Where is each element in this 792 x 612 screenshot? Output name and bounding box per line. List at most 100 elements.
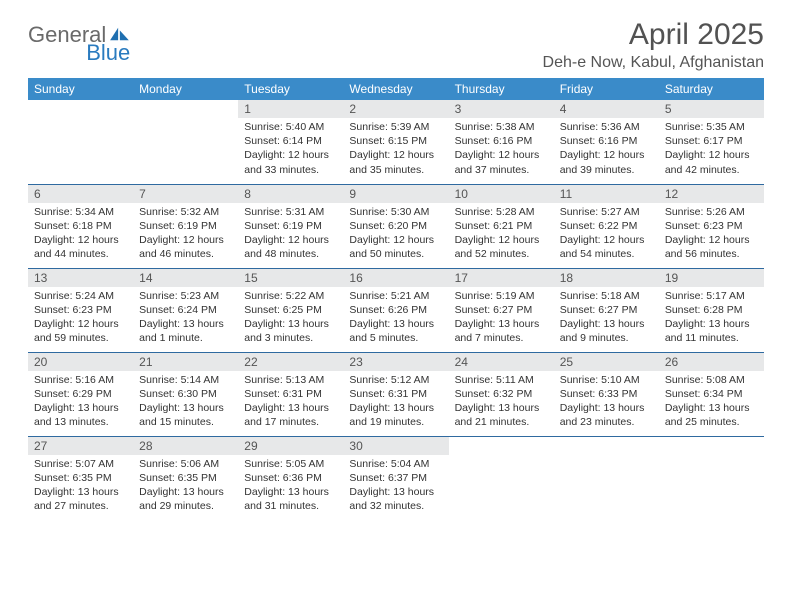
calendar-cell [554,436,659,520]
calendar-cell: 19Sunrise: 5:17 AMSunset: 6:28 PMDayligh… [659,268,764,352]
day-details: Sunrise: 5:32 AMSunset: 6:19 PMDaylight:… [133,203,238,266]
day-details: Sunrise: 5:19 AMSunset: 6:27 PMDaylight:… [449,287,554,350]
calendar-cell: 30Sunrise: 5:04 AMSunset: 6:37 PMDayligh… [343,436,448,520]
day-details: Sunrise: 5:22 AMSunset: 6:25 PMDaylight:… [238,287,343,350]
calendar-cell: 4Sunrise: 5:36 AMSunset: 6:16 PMDaylight… [554,100,659,184]
day-number: 17 [449,269,554,287]
day-details: Sunrise: 5:26 AMSunset: 6:23 PMDaylight:… [659,203,764,266]
day-number: 1 [238,100,343,118]
calendar-cell: 8Sunrise: 5:31 AMSunset: 6:19 PMDaylight… [238,184,343,268]
day-number: 14 [133,269,238,287]
weekday-header: Thursday [449,78,554,100]
day-details: Sunrise: 5:30 AMSunset: 6:20 PMDaylight:… [343,203,448,266]
calendar-cell: 7Sunrise: 5:32 AMSunset: 6:19 PMDaylight… [133,184,238,268]
day-number: 3 [449,100,554,118]
calendar-cell [133,100,238,184]
day-details: Sunrise: 5:13 AMSunset: 6:31 PMDaylight:… [238,371,343,434]
weekday-header: Saturday [659,78,764,100]
calendar-cell: 16Sunrise: 5:21 AMSunset: 6:26 PMDayligh… [343,268,448,352]
calendar-cell: 11Sunrise: 5:27 AMSunset: 6:22 PMDayligh… [554,184,659,268]
day-number: 30 [343,437,448,455]
day-details: Sunrise: 5:39 AMSunset: 6:15 PMDaylight:… [343,118,448,181]
day-details: Sunrise: 5:27 AMSunset: 6:22 PMDaylight:… [554,203,659,266]
calendar-cell: 12Sunrise: 5:26 AMSunset: 6:23 PMDayligh… [659,184,764,268]
calendar-cell [659,436,764,520]
day-number: 21 [133,353,238,371]
day-details: Sunrise: 5:10 AMSunset: 6:33 PMDaylight:… [554,371,659,434]
day-number: 19 [659,269,764,287]
calendar-cell: 9Sunrise: 5:30 AMSunset: 6:20 PMDaylight… [343,184,448,268]
day-number: 26 [659,353,764,371]
day-details: Sunrise: 5:24 AMSunset: 6:23 PMDaylight:… [28,287,133,350]
day-number: 27 [28,437,133,455]
calendar-cell: 1Sunrise: 5:40 AMSunset: 6:14 PMDaylight… [238,100,343,184]
day-number: 18 [554,269,659,287]
day-details: Sunrise: 5:40 AMSunset: 6:14 PMDaylight:… [238,118,343,181]
weekday-header: Wednesday [343,78,448,100]
calendar-cell: 28Sunrise: 5:06 AMSunset: 6:35 PMDayligh… [133,436,238,520]
day-number: 23 [343,353,448,371]
calendar-cell: 24Sunrise: 5:11 AMSunset: 6:32 PMDayligh… [449,352,554,436]
day-details: Sunrise: 5:11 AMSunset: 6:32 PMDaylight:… [449,371,554,434]
day-number: 29 [238,437,343,455]
weekday-header-row: SundayMondayTuesdayWednesdayThursdayFrid… [28,78,764,100]
day-number: 28 [133,437,238,455]
day-details: Sunrise: 5:05 AMSunset: 6:36 PMDaylight:… [238,455,343,518]
calendar-cell: 10Sunrise: 5:28 AMSunset: 6:21 PMDayligh… [449,184,554,268]
day-details: Sunrise: 5:18 AMSunset: 6:27 PMDaylight:… [554,287,659,350]
day-number: 2 [343,100,448,118]
calendar-table: SundayMondayTuesdayWednesdayThursdayFrid… [28,78,764,520]
calendar-cell [28,100,133,184]
calendar-row: 13Sunrise: 5:24 AMSunset: 6:23 PMDayligh… [28,268,764,352]
day-number: 8 [238,185,343,203]
calendar-cell: 26Sunrise: 5:08 AMSunset: 6:34 PMDayligh… [659,352,764,436]
calendar-cell: 22Sunrise: 5:13 AMSunset: 6:31 PMDayligh… [238,352,343,436]
day-details: Sunrise: 5:36 AMSunset: 6:16 PMDaylight:… [554,118,659,181]
day-number: 13 [28,269,133,287]
day-details: Sunrise: 5:23 AMSunset: 6:24 PMDaylight:… [133,287,238,350]
day-details: Sunrise: 5:08 AMSunset: 6:34 PMDaylight:… [659,371,764,434]
month-title: April 2025 [543,18,764,52]
calendar-row: 6Sunrise: 5:34 AMSunset: 6:18 PMDaylight… [28,184,764,268]
day-details: Sunrise: 5:06 AMSunset: 6:35 PMDaylight:… [133,455,238,518]
day-details: Sunrise: 5:34 AMSunset: 6:18 PMDaylight:… [28,203,133,266]
calendar-row: 20Sunrise: 5:16 AMSunset: 6:29 PMDayligh… [28,352,764,436]
calendar-cell: 15Sunrise: 5:22 AMSunset: 6:25 PMDayligh… [238,268,343,352]
day-number: 10 [449,185,554,203]
calendar-cell: 14Sunrise: 5:23 AMSunset: 6:24 PMDayligh… [133,268,238,352]
calendar-cell: 23Sunrise: 5:12 AMSunset: 6:31 PMDayligh… [343,352,448,436]
header: GeneralBlue April 2025 Deh-e Now, Kabul,… [28,18,764,72]
calendar-cell: 18Sunrise: 5:18 AMSunset: 6:27 PMDayligh… [554,268,659,352]
calendar-cell: 21Sunrise: 5:14 AMSunset: 6:30 PMDayligh… [133,352,238,436]
day-number: 6 [28,185,133,203]
day-details: Sunrise: 5:14 AMSunset: 6:30 PMDaylight:… [133,371,238,434]
weekday-header: Monday [133,78,238,100]
day-number: 11 [554,185,659,203]
day-details: Sunrise: 5:07 AMSunset: 6:35 PMDaylight:… [28,455,133,518]
calendar-cell: 2Sunrise: 5:39 AMSunset: 6:15 PMDaylight… [343,100,448,184]
weekday-header: Tuesday [238,78,343,100]
day-number: 9 [343,185,448,203]
calendar-cell: 27Sunrise: 5:07 AMSunset: 6:35 PMDayligh… [28,436,133,520]
calendar-row: 27Sunrise: 5:07 AMSunset: 6:35 PMDayligh… [28,436,764,520]
location-text: Deh-e Now, Kabul, Afghanistan [543,54,764,72]
day-details: Sunrise: 5:35 AMSunset: 6:17 PMDaylight:… [659,118,764,181]
day-details: Sunrise: 5:21 AMSunset: 6:26 PMDaylight:… [343,287,448,350]
calendar-cell: 17Sunrise: 5:19 AMSunset: 6:27 PMDayligh… [449,268,554,352]
calendar-cell: 13Sunrise: 5:24 AMSunset: 6:23 PMDayligh… [28,268,133,352]
day-details: Sunrise: 5:17 AMSunset: 6:28 PMDaylight:… [659,287,764,350]
calendar-body: 1Sunrise: 5:40 AMSunset: 6:14 PMDaylight… [28,100,764,520]
day-details: Sunrise: 5:31 AMSunset: 6:19 PMDaylight:… [238,203,343,266]
day-details: Sunrise: 5:16 AMSunset: 6:29 PMDaylight:… [28,371,133,434]
day-details: Sunrise: 5:04 AMSunset: 6:37 PMDaylight:… [343,455,448,518]
day-details: Sunrise: 5:12 AMSunset: 6:31 PMDaylight:… [343,371,448,434]
calendar-cell: 29Sunrise: 5:05 AMSunset: 6:36 PMDayligh… [238,436,343,520]
day-number: 15 [238,269,343,287]
day-number: 24 [449,353,554,371]
calendar-cell: 5Sunrise: 5:35 AMSunset: 6:17 PMDaylight… [659,100,764,184]
day-number: 22 [238,353,343,371]
calendar-cell: 25Sunrise: 5:10 AMSunset: 6:33 PMDayligh… [554,352,659,436]
weekday-header: Friday [554,78,659,100]
day-number: 20 [28,353,133,371]
day-number: 4 [554,100,659,118]
